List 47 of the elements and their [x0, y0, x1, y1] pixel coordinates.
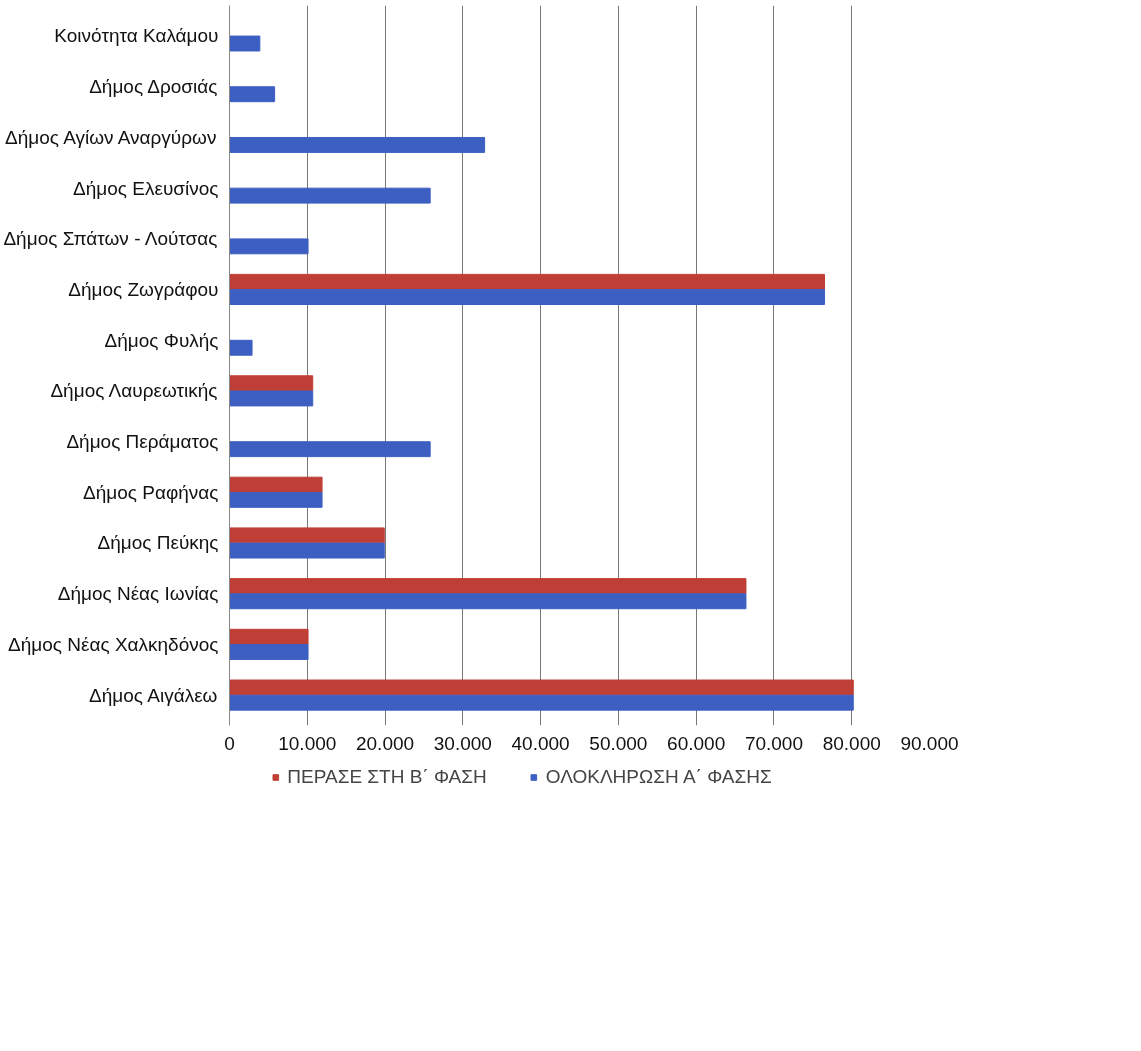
bar [229, 35, 261, 52]
y-tick-label: Δήμος Νέας Ιωνίας [57, 583, 219, 605]
x-tick-label: 70.000 [744, 732, 804, 754]
y-tick-label: Δήμος Πεύκης [97, 532, 219, 554]
bar [229, 187, 431, 204]
y-tick-label: Δήμος Λαυρεωτικής [50, 380, 218, 402]
y-tick-label: Δήμος Φυλής [104, 329, 219, 351]
bar [229, 542, 385, 559]
bar [229, 273, 825, 290]
x-tick-label: 10.000 [278, 732, 337, 754]
bar [229, 390, 314, 407]
bar [229, 527, 385, 544]
bar [229, 136, 486, 153]
bar [229, 238, 309, 255]
x-tick-label: 80.000 [822, 732, 881, 754]
bar [229, 339, 253, 356]
y-tick-label: Δήμος Ζωγράφου [68, 278, 219, 300]
y-tick-label: Δήμος Νέας Χαλκηδόνος [8, 633, 219, 655]
bar [229, 441, 431, 458]
y-tick-label: Δήμος Αιγάλεω [89, 684, 218, 706]
x-tick-label: 50.000 [589, 732, 648, 754]
y-tick-label: Δήμος Δροσιάς [89, 76, 218, 98]
bar [229, 679, 854, 696]
bar [229, 644, 309, 660]
y-tick-label: Δήμος Σπάτων - Λούτσας [3, 228, 218, 250]
x-tick-label: 20.000 [356, 732, 415, 754]
legend-label: ΠΕΡΑΣΕ ΣΤΗ Β΄ ΦΑΣΗ [287, 766, 487, 788]
bar [229, 578, 747, 595]
bar [229, 491, 323, 508]
y-tick-label: Δήμος Ραφήνας [83, 481, 219, 503]
x-tick-label: 0 [224, 732, 235, 754]
x-tick-label: 60.000 [667, 732, 726, 754]
bar [229, 593, 747, 610]
y-tick-label: Δήμος Αγίων Αναργύρων [4, 126, 217, 148]
bar [229, 476, 323, 493]
x-tick-label: 40.000 [511, 732, 570, 754]
y-tick-label: Δήμος Ελευσίνος [73, 177, 219, 199]
bar [229, 289, 825, 305]
y-tick-label: Δήμος Περάματος [66, 431, 219, 453]
bar [229, 86, 276, 103]
bar [229, 694, 854, 711]
bar [229, 375, 314, 392]
y-tick-label: Κοινότητα Καλάμου [54, 25, 219, 47]
legend-label: ΟΛΟΚΛΗΡΩΣΗ Α΄ ΦΑΣΗΣ [545, 766, 772, 788]
bar [229, 628, 309, 645]
x-tick-label: 30.000 [433, 732, 492, 754]
x-tick-label: 90.000 [900, 732, 959, 754]
